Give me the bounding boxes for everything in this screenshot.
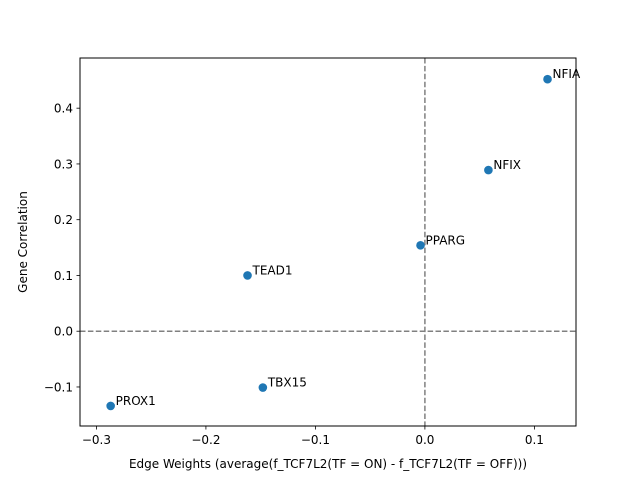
x-tick-label: −0.1 [301,433,330,447]
y-axis-title: Gene Correlation [16,191,30,293]
y-tick-label: 0.0 [54,325,73,339]
data-point-nfia [543,74,552,84]
data-point-tead1 [243,271,252,280]
data-point-tbx15 [258,383,268,392]
point-label-nfia: NFIA [553,67,581,81]
data-points [106,74,552,411]
point-label-tbx15: TBX15 [267,376,307,390]
y-tick-label: 0.3 [54,157,73,171]
data-point-prox1 [106,401,115,411]
y-tick-label: 0.1 [54,269,73,283]
plot-frame [79,57,577,427]
y-axis-ticks: −0.1 0.0 0.1 0.2 0.3 0.4 [44,102,80,394]
reference-lines [80,58,576,426]
y-tick-label: 0.4 [54,102,73,116]
point-label-pparg: PPARG [426,233,466,247]
data-point-pparg [416,241,425,250]
x-tick-label: −0.2 [191,433,220,447]
y-tick-label: 0.2 [54,213,73,227]
data-point-nfix [484,165,493,175]
x-tick-label: 0.1 [525,433,544,447]
point-labels: NFIA NFIX PPARG TEAD1 TBX15 PROX1 [116,67,581,408]
x-axis-ticks: −0.3 −0.2 −0.1 0.0 0.1 [82,426,544,447]
x-axis-title: Edge Weights (average(f_TCF7L2(TF = ON) … [129,457,527,471]
y-tick-label: −0.1 [44,380,73,394]
point-label-prox1: PROX1 [116,394,156,408]
x-tick-label: −0.3 [82,433,111,447]
x-tick-label: 0.0 [415,433,434,447]
point-label-nfix: NFIX [493,158,521,172]
point-label-tead1: TEAD1 [252,263,293,277]
